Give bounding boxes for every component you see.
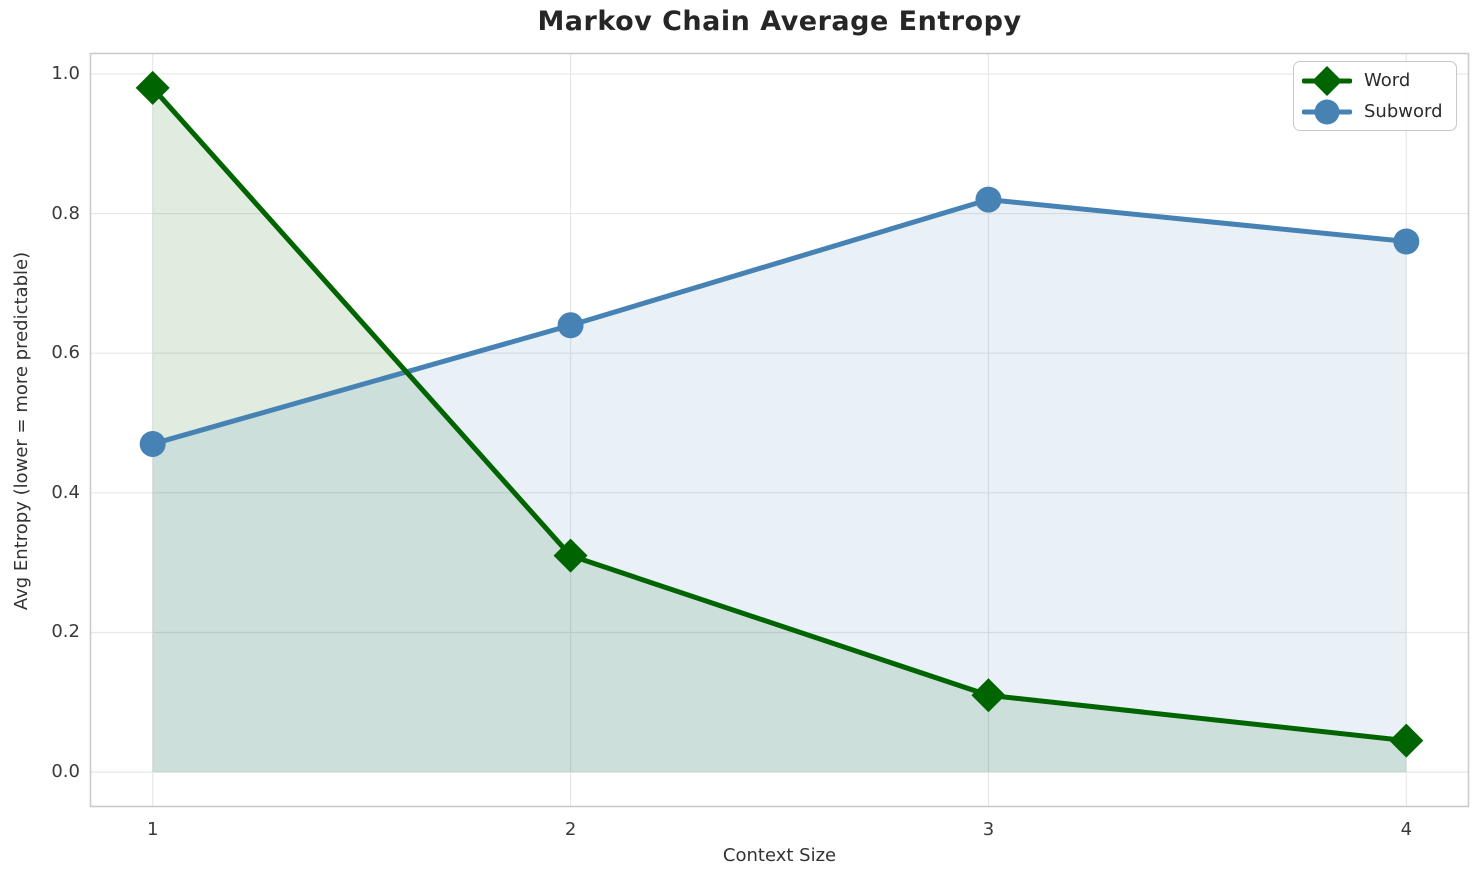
y-tick-label: 0.6	[51, 342, 80, 364]
x-tick-label: 3	[982, 819, 995, 840]
diamond-marker-icon	[1302, 65, 1352, 96]
y-tick-label: 0.4	[51, 481, 80, 503]
circle-marker-icon	[1302, 99, 1352, 124]
word-area-fill	[152, 87, 1407, 773]
legend: Word Subword	[1293, 61, 1457, 131]
x-tick-label: 4	[1400, 819, 1413, 840]
legend-label: Word	[1364, 70, 1411, 91]
y-tick-label: 0.8	[51, 202, 80, 224]
legend-item-subword: Subword	[1302, 96, 1448, 127]
y-tick-label: 0.2	[51, 621, 80, 643]
x-tick-label: 2	[564, 819, 577, 840]
word-line	[150, 85, 1409, 744]
word-marker	[971, 678, 1006, 713]
axes-frame	[89, 52, 1470, 808]
y-tick-label: 1.0	[51, 62, 80, 84]
word-marker	[553, 538, 588, 573]
legend-item-word: Word	[1302, 65, 1448, 96]
word-marker	[135, 70, 170, 105]
chart-title: Markov Chain Average Entropy	[537, 6, 1022, 37]
subword-line	[150, 197, 1409, 447]
subword-marker	[557, 312, 584, 339]
word-marker	[1389, 723, 1424, 758]
subword-area-fill	[152, 199, 1407, 773]
subword-marker	[1393, 228, 1420, 255]
x-tick-label: 1	[146, 819, 159, 840]
y-tick-label: 0.0	[51, 761, 80, 783]
legend-label: Subword	[1364, 101, 1443, 122]
x-axis-label: Context Size	[722, 845, 837, 866]
subword-marker	[975, 186, 1002, 213]
subword-marker	[139, 430, 166, 457]
